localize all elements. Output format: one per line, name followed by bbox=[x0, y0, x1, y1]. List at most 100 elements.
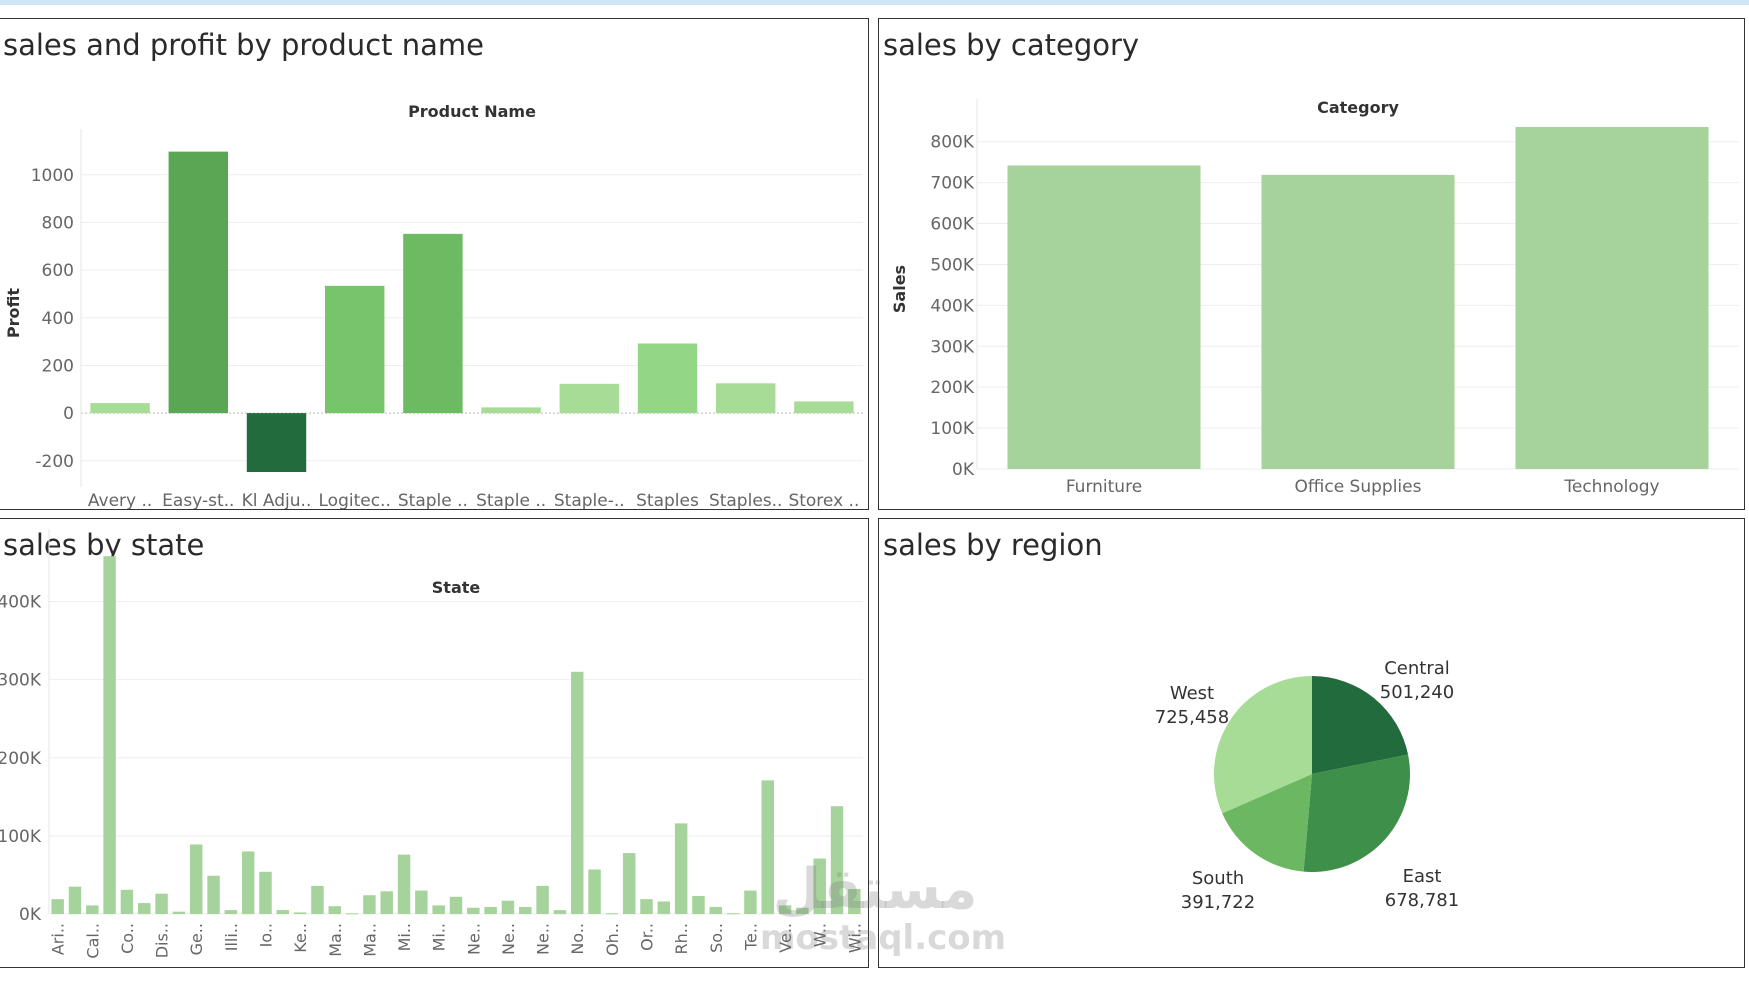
x-tick-label: Ge.. bbox=[187, 923, 206, 955]
bar bbox=[709, 906, 723, 914]
bar bbox=[794, 401, 854, 414]
y-tick-label: 700K bbox=[930, 174, 974, 194]
bar bbox=[276, 910, 290, 914]
y-axis-title: Profit bbox=[4, 288, 23, 338]
bar bbox=[120, 889, 134, 914]
bar bbox=[293, 912, 307, 914]
bar bbox=[51, 899, 64, 914]
y-tick-label: 600 bbox=[42, 261, 74, 281]
x-tick-label: W.. bbox=[811, 923, 830, 947]
y-tick-label: 500K bbox=[930, 255, 974, 275]
x-tick-label: Furniture bbox=[1066, 477, 1142, 497]
y-tick-label: 300K bbox=[0, 671, 42, 691]
bar bbox=[778, 905, 792, 914]
x-tick-label: No.. bbox=[568, 923, 587, 955]
x-tick-label: Cal.. bbox=[83, 923, 102, 959]
bar bbox=[155, 893, 168, 914]
bar bbox=[90, 403, 150, 414]
x-tick-label: Oh.. bbox=[603, 923, 622, 956]
y-tick-label: 300K bbox=[930, 337, 974, 357]
bar bbox=[501, 900, 515, 914]
bar bbox=[481, 407, 541, 414]
y-tick-label: 400K bbox=[930, 296, 974, 316]
pie-label-value: 725,458 bbox=[1155, 707, 1229, 728]
bar bbox=[657, 901, 671, 914]
x-tick-label: Ne.. bbox=[534, 923, 553, 955]
x-tick-label: Ke.. bbox=[291, 923, 310, 953]
y-tick-label: 400K bbox=[0, 593, 42, 613]
y-tick-label: 100K bbox=[930, 419, 974, 439]
x-tick-label: Kl Adju.. bbox=[242, 491, 312, 509]
x-tick-label: Technology bbox=[1563, 477, 1659, 497]
x-tick-label: Ma.. bbox=[360, 923, 379, 957]
bar bbox=[103, 556, 116, 914]
bar bbox=[484, 906, 497, 914]
x-tick-label: Easy-st.. bbox=[162, 491, 234, 509]
bar bbox=[559, 383, 620, 414]
bar bbox=[796, 907, 809, 914]
region-sales-pie: Central 501,240 East 678,781 South 391,722 Wes… bbox=[1155, 658, 1459, 913]
bar bbox=[172, 911, 186, 914]
bar bbox=[68, 886, 82, 914]
panel-product-profit: sales and profit by product name -200 0 20… bbox=[0, 18, 869, 510]
bar bbox=[467, 907, 480, 914]
pie-slice-west bbox=[1214, 676, 1312, 814]
x-tick-label: Ari.. bbox=[49, 923, 68, 955]
bar bbox=[622, 853, 636, 914]
bar bbox=[138, 903, 151, 914]
y-tick-label: 0K bbox=[19, 905, 42, 925]
bar bbox=[241, 851, 255, 914]
bar bbox=[830, 806, 844, 914]
bar bbox=[432, 905, 445, 914]
pie-label-value: 391,722 bbox=[1181, 892, 1255, 913]
x-axis-title: Product Name bbox=[408, 102, 536, 121]
bar bbox=[640, 899, 653, 914]
y-tick-label: 200K bbox=[0, 749, 42, 769]
bar bbox=[189, 844, 203, 914]
y-axis-title: Sales bbox=[890, 265, 909, 313]
bar bbox=[224, 910, 238, 914]
y-tick-label: 200 bbox=[42, 356, 74, 376]
bar bbox=[848, 889, 861, 914]
bar bbox=[345, 913, 359, 915]
y-tick-label: 600K bbox=[930, 215, 974, 235]
bar bbox=[259, 871, 272, 914]
bar bbox=[1261, 174, 1455, 469]
y-tick-label: 400 bbox=[42, 309, 74, 329]
y-tick-label: 200K bbox=[930, 378, 974, 398]
x-tick-label: Io.. bbox=[256, 923, 275, 947]
x-tick-label: Wi.. bbox=[845, 923, 864, 953]
bar bbox=[207, 875, 220, 914]
bar bbox=[397, 854, 411, 914]
y-tick-label: 0 bbox=[63, 404, 74, 424]
bar bbox=[536, 885, 549, 914]
bar bbox=[328, 906, 342, 914]
bar bbox=[380, 891, 393, 914]
x-tick-label: Co.. bbox=[118, 923, 137, 954]
bar bbox=[715, 383, 776, 414]
pie-label-value: 501,240 bbox=[1380, 682, 1454, 703]
x-tick-label: Storex .. bbox=[788, 491, 859, 509]
bar bbox=[168, 151, 229, 414]
x-axis-title: Category bbox=[1317, 98, 1399, 117]
panel-region-sales: sales by region Central 501,240 East 678,78… bbox=[878, 518, 1745, 968]
panel-title: sales by region bbox=[883, 528, 1103, 562]
bar bbox=[363, 895, 376, 914]
x-tick-label: Office Supplies bbox=[1295, 477, 1422, 497]
pie-slice-east bbox=[1303, 754, 1410, 872]
x-tick-label: Staples bbox=[636, 491, 699, 509]
x-tick-label: Staple .. bbox=[398, 491, 468, 509]
bar bbox=[692, 896, 705, 914]
panel-category-sales: sales by category 0K 100K 200K 300K 400K 500K… bbox=[878, 18, 1745, 510]
pie-label-name: Central bbox=[1384, 658, 1450, 679]
bar bbox=[726, 913, 740, 915]
bar bbox=[1515, 127, 1709, 469]
bar bbox=[1007, 165, 1201, 470]
x-tick-label: Mi.. bbox=[395, 923, 414, 951]
pie-label-name: West bbox=[1170, 683, 1214, 704]
x-tick-label: Te.. bbox=[741, 923, 760, 951]
x-tick-label: Mi.. bbox=[430, 923, 449, 951]
x-tick-label: Staple .. bbox=[476, 491, 546, 509]
bar bbox=[324, 285, 385, 414]
bar bbox=[744, 890, 757, 914]
